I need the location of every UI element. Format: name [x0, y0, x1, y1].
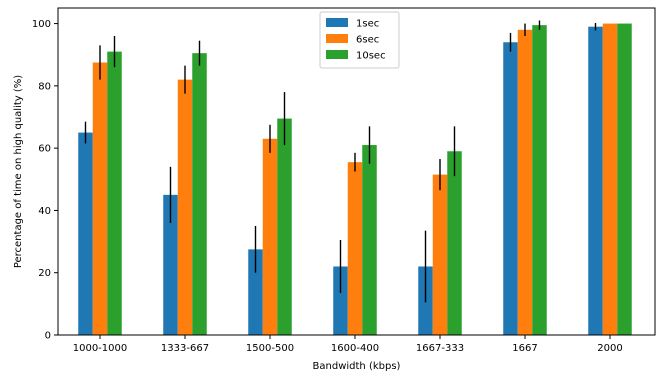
error-bars-layer [84, 20, 597, 303]
y-tick-label-20: 20 [38, 268, 51, 279]
x-axis-label: Bandwidth (kbps) [313, 361, 401, 372]
bar-6sec-1500-500 [262, 138, 278, 335]
bar-10sec-2000 [617, 23, 632, 335]
y-tick-label-100: 100 [32, 19, 51, 30]
plot-area-frame [57, 7, 656, 336]
bar-6sec-1000-1000 [92, 62, 108, 335]
bar-1sec-2000 [588, 26, 603, 335]
bar-10sec-1333-667 [192, 53, 207, 335]
bar-10sec-1500-500 [277, 118, 292, 335]
bar-6sec-2000 [602, 23, 618, 335]
bar-1sec-1000-1000 [78, 132, 93, 335]
bar-6sec-1600-400 [347, 162, 363, 335]
bar-6sec-1667 [517, 29, 533, 336]
bar-10sec-1000-1000 [107, 51, 122, 335]
y-tick-label-80: 80 [38, 81, 51, 92]
legend-label-10sec: 10sec [356, 51, 386, 62]
x-axis: 1000-1000 1333-667 1500-500 1600-400 1667-33… [73, 335, 623, 354]
x-tick-label-2000: 2000 [597, 343, 622, 354]
bar-10sec-1600-400 [362, 145, 377, 335]
bar-6sec-1333-667 [177, 79, 193, 335]
legend-swatch-6sec [326, 34, 348, 43]
legend-items: 1sec 6sec 10sec [326, 18, 386, 62]
bar-1sec-1333-667 [163, 194, 178, 335]
bar-1sec-1600-400 [333, 266, 348, 335]
x-tick-label-1600-400: 1600-400 [331, 343, 379, 354]
legend-swatch-10sec [326, 50, 348, 59]
y-axis-label: Percentage of time on high quality (%) [13, 75, 24, 268]
x-tick-label-1500-500: 1500-500 [246, 343, 294, 354]
x-tick-label-1667-333: 1667-333 [416, 343, 464, 354]
bar-6sec-1667-333 [432, 174, 448, 335]
y-axis: 0 20 40 60 80 100 [32, 19, 58, 342]
x-tick-label-1333-667: 1333-667 [161, 343, 209, 354]
bar-1sec-1667 [503, 42, 518, 335]
y-tick-label-40: 40 [38, 206, 51, 217]
legend-swatch-1sec [326, 18, 348, 27]
bar-10sec-1667-333 [447, 151, 462, 335]
bar-10sec-1667 [532, 25, 547, 335]
bar-1sec-1500-500 [248, 249, 263, 335]
y-tick-label-0: 0 [45, 331, 51, 342]
legend: 1sec 6sec 10sec [319, 11, 400, 69]
x-tick-label-1667: 1667 [512, 343, 537, 354]
legend-label-6sec: 6sec [356, 35, 379, 46]
x-tick-label-1000-1000: 1000-1000 [73, 343, 128, 354]
y-tick-label-60: 60 [38, 144, 51, 155]
legend-label-1sec: 1sec [356, 19, 379, 30]
bars-layer [78, 23, 632, 336]
